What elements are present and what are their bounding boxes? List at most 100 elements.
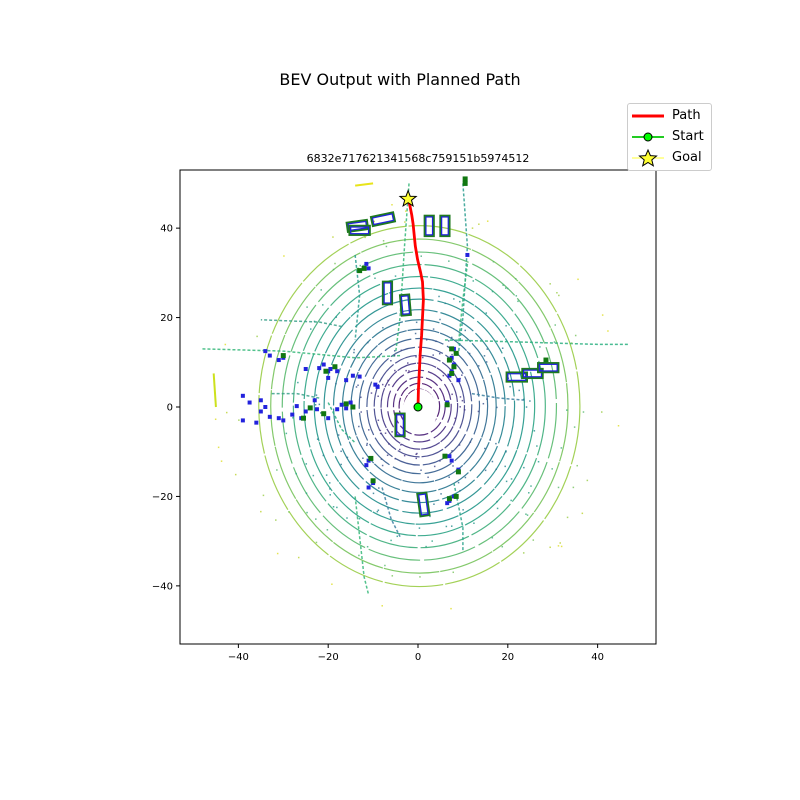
scan-point <box>305 492 308 494</box>
vehicle-box-outer <box>439 214 451 238</box>
goal-marker <box>398 189 418 208</box>
scan-point <box>570 342 573 344</box>
scan-point <box>432 354 434 356</box>
x-tick-label: 40 <box>591 652 604 663</box>
scan-point <box>425 545 427 548</box>
scan-point <box>461 399 464 402</box>
scan-point <box>429 515 431 518</box>
scan-point <box>505 325 507 327</box>
scan-ring <box>303 275 536 537</box>
obstacle-point <box>373 382 378 387</box>
scan-point <box>438 295 440 298</box>
start-marker <box>413 402 423 412</box>
scan-point <box>471 227 474 229</box>
scan-point <box>385 245 388 248</box>
scan-point <box>391 575 394 577</box>
scan-point <box>515 331 518 333</box>
scan-point <box>486 348 488 350</box>
obstacle-marker <box>462 180 468 186</box>
scan-point <box>366 442 368 445</box>
scan-point <box>517 300 519 303</box>
scan-point <box>238 419 240 421</box>
scan-point <box>372 492 375 495</box>
scan-point <box>448 260 450 262</box>
scan-point <box>525 513 527 515</box>
vehicle-box-inner <box>350 226 370 235</box>
scan-point <box>414 332 417 335</box>
scan-ring <box>270 238 569 574</box>
scan-point <box>364 236 366 239</box>
scan-point <box>486 398 488 400</box>
obstacle-point <box>447 454 452 459</box>
scan-point <box>515 295 518 297</box>
scan-point <box>318 403 321 406</box>
scan-point <box>451 450 453 452</box>
legend-start-swatch <box>632 132 664 142</box>
scan-point <box>457 481 460 484</box>
obstacle-marker <box>343 401 349 407</box>
scan-point <box>576 464 578 467</box>
scan-point <box>433 465 436 468</box>
obstacle-marker <box>361 265 367 271</box>
scan-point <box>336 506 338 509</box>
scan-point <box>450 336 453 339</box>
obstacle-marker <box>442 453 448 459</box>
obstacle-point <box>465 252 470 257</box>
scan-point <box>433 503 435 505</box>
scan-point <box>501 545 504 548</box>
obstacle-marker <box>350 404 356 410</box>
scan-point <box>415 356 417 358</box>
scan-point <box>217 446 220 449</box>
scan-point <box>462 509 464 511</box>
scan-point <box>485 361 488 363</box>
x-tick-label: −40 <box>228 652 249 663</box>
scan-point <box>322 304 324 306</box>
obstacle-marker <box>446 357 452 363</box>
scan-point <box>528 492 530 494</box>
y-tick-label: −20 <box>152 492 173 503</box>
obstacle-point <box>326 375 331 380</box>
scan-point <box>586 479 589 482</box>
scan-point <box>464 329 467 332</box>
scan-point <box>379 429 382 432</box>
scan-point <box>316 438 319 440</box>
scan-point <box>334 262 336 265</box>
scan-point <box>322 454 325 457</box>
scan-point <box>315 541 318 544</box>
scan-point <box>482 402 485 405</box>
scan-point <box>566 516 569 519</box>
scan-point <box>473 522 475 524</box>
scan-point <box>384 432 387 434</box>
obstacle-marker <box>444 402 450 408</box>
scan-point <box>447 340 450 342</box>
scan-ring <box>358 337 481 475</box>
obstacle-point <box>335 407 340 412</box>
scan-point <box>442 374 445 377</box>
scan-point <box>530 485 532 487</box>
scan-point <box>374 277 376 280</box>
obstacle-marker <box>370 478 376 484</box>
obstacle-point <box>276 358 281 363</box>
obstacle-marker <box>307 405 313 411</box>
scan-point <box>315 394 318 396</box>
scan-point <box>617 425 620 427</box>
scan-point <box>234 473 237 476</box>
axes-layer: −40 −20 0 20 40 −40 −20 0 20 40 <box>152 224 604 663</box>
scan-point <box>400 444 402 446</box>
scan-edge <box>394 183 410 354</box>
scan-point <box>288 511 290 513</box>
obstacle-point <box>364 463 369 468</box>
vehicle-box <box>521 367 544 380</box>
obstacle-point <box>263 405 268 409</box>
scan-point <box>329 482 331 484</box>
scan-point <box>359 264 362 267</box>
scan-point <box>573 426 576 428</box>
scan-point <box>551 468 553 470</box>
scan-point <box>510 499 512 502</box>
vehicle-box-outer <box>398 293 412 317</box>
scan-point <box>367 341 369 344</box>
scan-point <box>377 509 380 511</box>
obstacle-marker <box>455 469 461 475</box>
scan-point <box>451 353 453 356</box>
